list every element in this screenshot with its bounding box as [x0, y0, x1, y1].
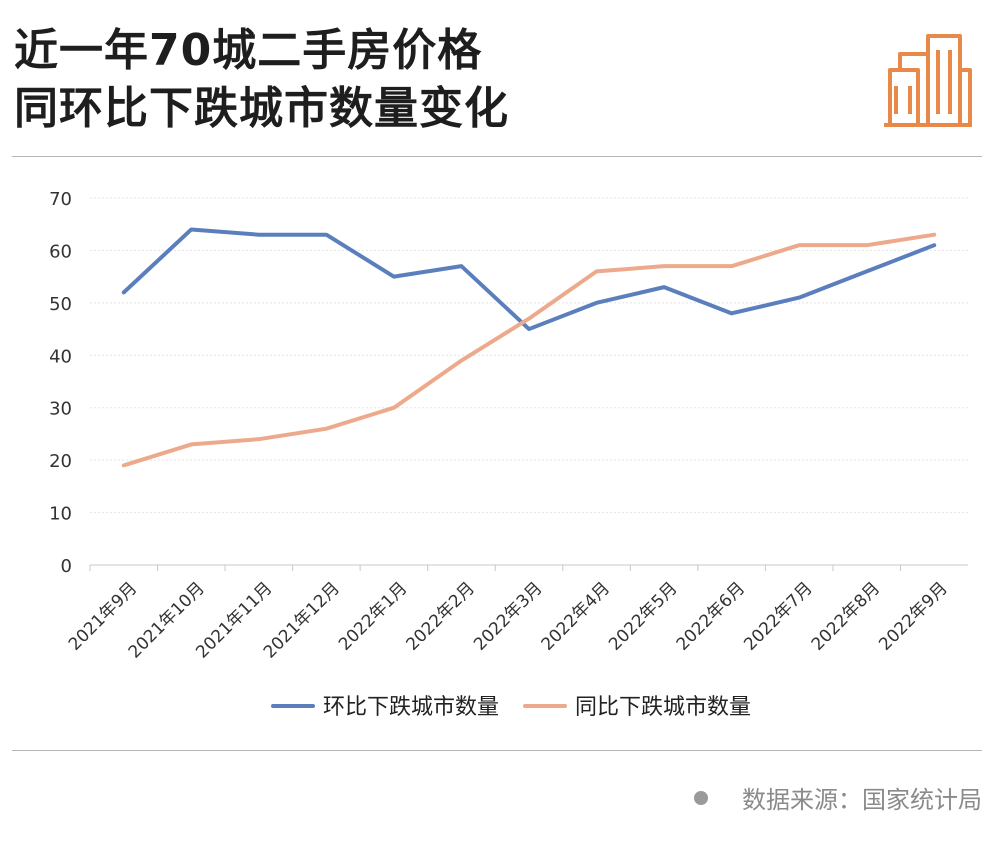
- x-axis-ticks: 2021年9月2021年10月2021年11月2021年12月2022年1月20…: [65, 565, 952, 662]
- series-line-yoy: [121, 232, 937, 468]
- grid-lines: [90, 197, 968, 566]
- x-tick-label: 2022年8月: [808, 578, 884, 654]
- title-block: 近一年70城二手房价格 同环比下跌城市数量变化: [14, 22, 509, 138]
- footer-divider: [12, 750, 982, 751]
- y-tick-label: 70: [49, 189, 72, 210]
- x-tick-label: 2022年7月: [740, 578, 816, 654]
- bullet-dot-icon: [694, 790, 708, 805]
- header-divider: [12, 156, 982, 157]
- legend: 环比下跌城市数量 同比下跌城市数量: [271, 695, 751, 720]
- x-tick-label: 2022年4月: [538, 578, 614, 654]
- y-tick-label: 40: [49, 346, 72, 367]
- x-tick-label: 2022年1月: [335, 578, 411, 654]
- series-lines: [121, 227, 937, 468]
- line-chart: 0 10 20 30 40 50 60 70 2021年9月2021年10月2021年11月2…: [49, 189, 968, 720]
- page-title-line1: 近一年70城二手房价格: [14, 25, 483, 76]
- x-tick-label: 2022年3月: [470, 578, 546, 654]
- page-title-line2: 同环比下跌城市数量变化: [14, 83, 509, 134]
- y-axis-ticks: 0 10 20 30 40 50 60 70: [49, 189, 72, 577]
- x-tick-label: 2022年2月: [403, 578, 479, 654]
- y-tick-label: 0: [61, 556, 72, 577]
- data-source: 数据来源：国家统计局: [694, 780, 982, 815]
- source-text: 数据来源：国家统计局: [742, 786, 982, 814]
- x-tick-label: 2022年9月: [875, 578, 951, 654]
- y-tick-label: 20: [49, 451, 72, 472]
- x-tick-label: 2022年5月: [605, 578, 681, 654]
- y-tick-label: 10: [49, 504, 72, 525]
- y-tick-label: 50: [49, 294, 72, 315]
- x-tick-label: 2022年6月: [673, 578, 749, 654]
- y-tick-label: 60: [49, 241, 72, 262]
- buildings-icon: [884, 34, 972, 127]
- legend-label: 环比下跌城市数量: [323, 695, 499, 720]
- y-tick-label: 30: [49, 399, 72, 420]
- legend-label: 同比下跌城市数量: [575, 695, 751, 720]
